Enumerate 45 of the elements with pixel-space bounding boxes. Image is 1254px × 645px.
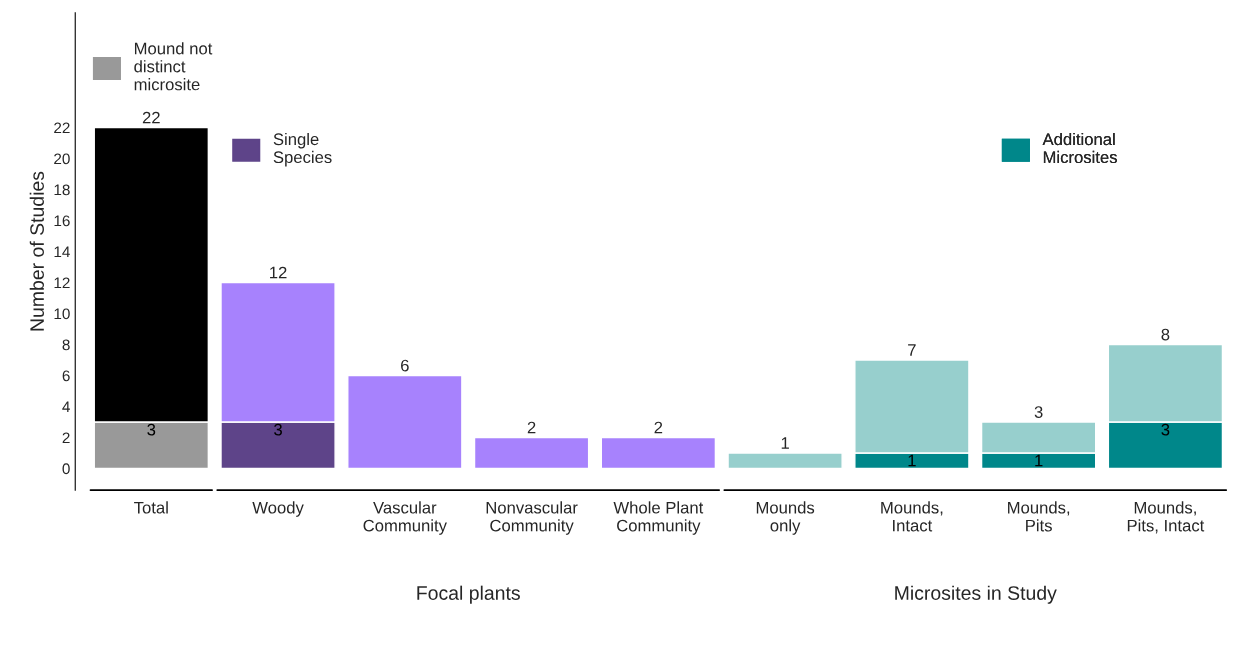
y-tick-label: 8 (62, 339, 70, 351)
x-tick-label: Vascular Community (363, 501, 447, 535)
y-tick-label: 4 (62, 401, 70, 413)
x-tick-label: Nonvascular Community (486, 501, 578, 535)
y-tick-label: 14 (54, 246, 70, 258)
data-label: 1 (908, 454, 916, 467)
total-label: 12 (270, 266, 287, 279)
y-tick-label: 18 (54, 184, 70, 196)
y-tick-label: 10 (54, 308, 70, 320)
total-label: 8 (1161, 328, 1170, 341)
total-label: 3 (1034, 406, 1043, 418)
data-label: 1 (1035, 454, 1043, 467)
y-tick-label: 0 (62, 463, 70, 475)
total-label: 7 (908, 344, 916, 356)
y-tick-label: 20 (54, 153, 70, 165)
total-label: 2 (527, 421, 536, 434)
x-tick-label: Woody (252, 501, 304, 517)
total-label: 2 (654, 421, 663, 434)
x-tick-label: Total (134, 501, 168, 514)
legend-label: Mound not distinct microsite (134, 42, 213, 91)
data-label: 3 (147, 423, 156, 436)
y-tick-label: 12 (54, 277, 70, 289)
y-tick-label: 22 (54, 122, 70, 134)
bar (600, 436, 717, 470)
x-tick-label: Mounds, Pits, Intact (1127, 501, 1205, 534)
total-label: 6 (401, 359, 409, 372)
bar (727, 452, 843, 470)
text: Focal plants (417, 585, 520, 604)
data-label: 3 (274, 423, 282, 436)
legend-label: Additional Microsites (1042, 132, 1117, 164)
y-axis-title: Number of Studies (29, 171, 44, 331)
data-label: 3 (1161, 423, 1170, 436)
bar (473, 436, 590, 470)
text: Microsites in Study (895, 585, 1057, 604)
x-tick-label: Whole Plant Community (613, 501, 704, 535)
y-tick-label: 2 (62, 432, 70, 444)
x-tick-label: Mounds, Pits (1008, 501, 1070, 532)
bar (347, 374, 463, 470)
x-tick-label: Mounds only (756, 501, 815, 535)
total-label: 22 (142, 111, 160, 124)
total-label: 1 (781, 437, 789, 449)
x-tick-label: Mounds, Intact (881, 501, 943, 532)
legend-label: Single Species (273, 132, 332, 167)
y-tick-label: 16 (54, 215, 70, 227)
y-tick-label: 6 (62, 370, 70, 382)
